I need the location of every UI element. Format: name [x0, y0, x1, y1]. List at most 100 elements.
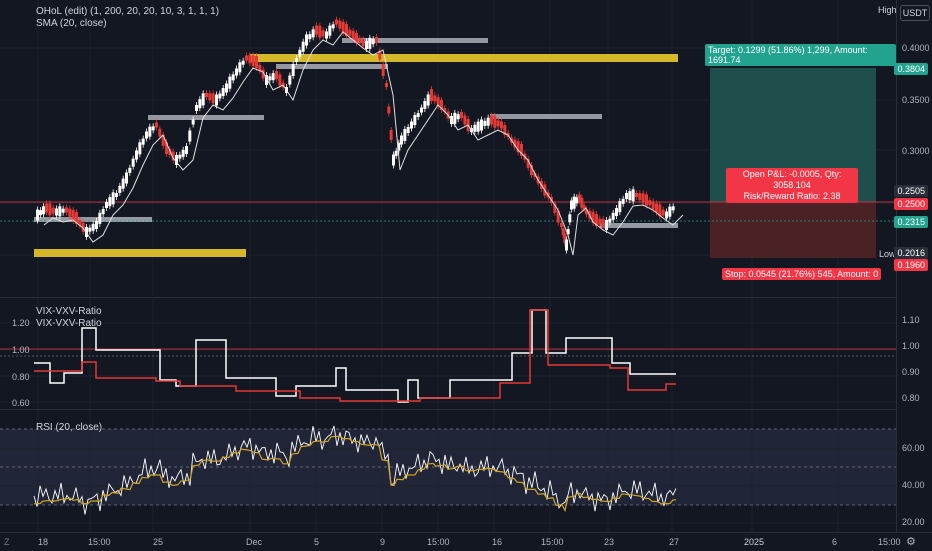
target-price-tag: 0.3804 [894, 63, 928, 75]
price-candle [570, 200, 573, 210]
price-candle [115, 193, 118, 197]
rsi-legend[interactable]: RSI (20, close) [36, 422, 103, 433]
price-candle [601, 218, 605, 228]
price-candle [368, 37, 372, 49]
price-candle [453, 112, 457, 124]
price-candle [568, 214, 572, 223]
price-candle [400, 135, 403, 145]
price-candle [265, 75, 268, 85]
price-candle [591, 211, 595, 223]
price-candle [355, 33, 358, 43]
price-candle [248, 55, 252, 64]
price-candle [145, 131, 148, 139]
vix-chart-canvas[interactable] [0, 298, 896, 409]
stop-zone [710, 202, 876, 258]
price-candle [563, 233, 567, 244]
tradingview-logo-icon[interactable]: Z [4, 537, 10, 547]
price-candle [671, 206, 675, 211]
price-candle [231, 74, 235, 81]
price-candle [490, 115, 493, 125]
rsi-pane[interactable]: RSI (20, close) [0, 409, 896, 533]
price-candle [105, 202, 108, 208]
price-candle [566, 229, 570, 235]
price-candle [580, 197, 584, 208]
price-candle [55, 208, 58, 216]
main-price-pane[interactable]: OHoL (edit) (1, 200, 20, 20, 10, 3, 1, 1… [0, 0, 896, 296]
time-axis[interactable]: 18 15:00 25 Dec 5 9 15:00 16 15:00 23 27… [0, 532, 932, 551]
price-candle [561, 228, 565, 236]
price-candle [258, 65, 262, 71]
current-price-tag: 0.2505 [894, 185, 928, 197]
vix-right-tick-3: 0.80 [902, 393, 920, 403]
time-label: 9 [380, 537, 386, 547]
sma-line [43, 31, 684, 256]
price-candle [251, 55, 255, 67]
price-candle [85, 227, 88, 237]
price-candle [255, 56, 258, 68]
price-candle [371, 39, 375, 45]
price-candle [463, 115, 467, 125]
vix-legend-1[interactable]: VIX-VXV-Ratio [36, 306, 102, 317]
time-label: 16 [492, 537, 503, 547]
price-candle [578, 194, 581, 202]
price-candle [598, 218, 602, 225]
price-candle [410, 121, 413, 129]
sma-legend[interactable]: SMA (20, close) [36, 18, 107, 29]
price-candle [318, 25, 322, 38]
price-candle [215, 94, 218, 106]
time-label: 23 [604, 537, 615, 547]
price-candle [406, 127, 410, 133]
price-candle [241, 60, 245, 65]
price-candle [191, 119, 195, 125]
price-candle [315, 25, 318, 35]
vix-red-line [34, 309, 676, 402]
rsi-chart-canvas[interactable] [0, 410, 896, 533]
price-candle [328, 25, 332, 36]
entry-price-tag: 0.2500 [894, 198, 928, 210]
price-candle [36, 209, 39, 221]
price-candle [483, 120, 487, 126]
price-candle [628, 191, 632, 201]
high-label: High [878, 5, 897, 15]
vix-pane[interactable]: VIX-VXV-Ratio VIX-VXV-Ratio 1.20 1.00 0.… [0, 297, 896, 409]
low-label: Low [879, 249, 896, 259]
currency-button[interactable]: USDT [900, 5, 930, 21]
price-candle [496, 120, 500, 127]
ohol-legend[interactable]: OHoL (edit) (1, 200, 20, 20, 10, 3, 1, 1… [36, 6, 220, 17]
price-candle [392, 154, 395, 166]
price-candle [71, 209, 75, 221]
vix-legend-2[interactable]: VIX-VXV-Ratio [36, 318, 102, 329]
price-candle [121, 178, 125, 189]
price-candle [171, 151, 175, 161]
price-candle [503, 125, 507, 135]
price-candle [348, 29, 352, 36]
price-candle [500, 121, 503, 129]
settings-gear-icon[interactable]: ⚙ [906, 536, 916, 548]
price-candle [118, 185, 122, 193]
price-candle [335, 19, 338, 25]
time-label: 15:00 [878, 537, 901, 547]
price-candle [661, 209, 665, 216]
price-candle [148, 126, 152, 137]
price-tick-0: 0.4000 [902, 43, 930, 53]
price-candle [430, 89, 433, 101]
price-candle [389, 130, 393, 140]
rsi-line [33, 425, 677, 515]
price-candle [185, 146, 188, 154]
price-candle [51, 207, 55, 214]
price-candle [331, 24, 335, 29]
price-tick-1: 0.3500 [902, 95, 930, 105]
price-candle [553, 203, 557, 213]
time-label: 2025 [744, 537, 765, 547]
price-candle [268, 76, 272, 81]
price-candle [365, 41, 368, 49]
price-candle [611, 212, 615, 220]
price-candle [381, 64, 385, 76]
price-candle [615, 208, 618, 216]
price-candle [135, 150, 138, 160]
time-label: Dec [246, 537, 263, 547]
rsi-tick-2: 20.00 [902, 517, 925, 527]
rsi-tick-0: 60.00 [902, 443, 925, 453]
price-candle [275, 71, 278, 79]
price-tick-2: 0.3000 [902, 146, 930, 156]
